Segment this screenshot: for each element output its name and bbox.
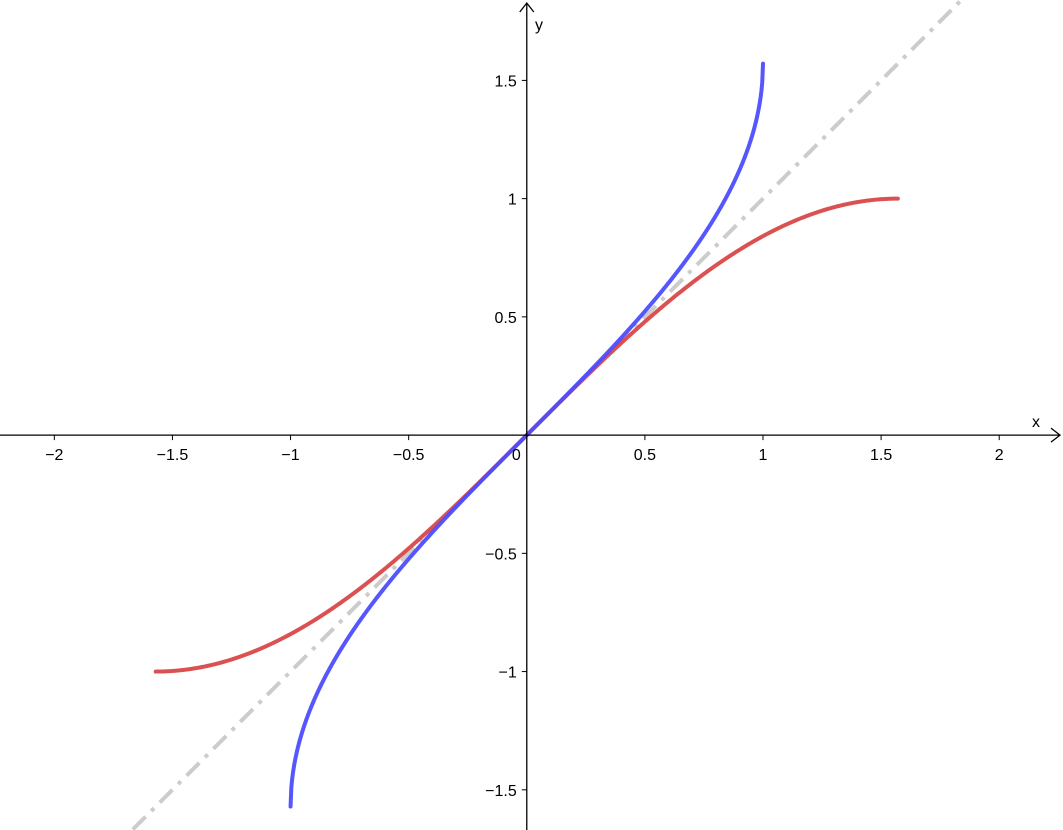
x-tick-label: 1: [759, 447, 768, 464]
x-tick-label: −0.5: [393, 447, 425, 464]
x-tick-label: 0.5: [634, 447, 656, 464]
y-tick-label: −1.5: [485, 783, 517, 800]
y-tick-label: 1.5: [495, 73, 517, 90]
x-axis-label: x: [1032, 414, 1040, 431]
y-tick-label: 1: [508, 192, 517, 209]
x-tick-label: −1.5: [157, 447, 189, 464]
y-tick-label: −0.5: [485, 546, 517, 563]
y-axis-arrow: [519, 1, 535, 13]
x-tick-label: −2: [45, 447, 63, 464]
y-axis-label: y: [535, 17, 543, 34]
x-tick-label: 0: [512, 447, 521, 464]
y-tick-label: 0.5: [495, 310, 517, 327]
x-axis-arrow: [1050, 427, 1062, 443]
y-tick-label: −1: [499, 665, 517, 682]
x-tick-label: −1: [281, 447, 299, 464]
x-tick-label: 1.5: [870, 447, 892, 464]
x-tick-label: 2: [995, 447, 1004, 464]
